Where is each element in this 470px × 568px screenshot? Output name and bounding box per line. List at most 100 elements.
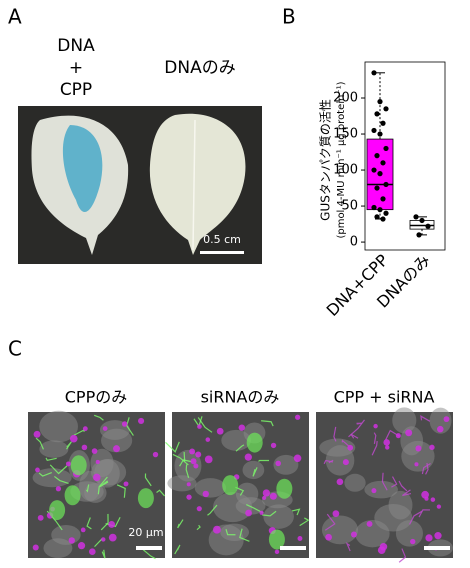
cell-outline xyxy=(328,459,334,464)
cell-outline xyxy=(165,441,180,453)
chloroplast xyxy=(385,445,390,450)
treatment-label: CPP xyxy=(60,80,92,100)
cell-outline xyxy=(97,476,108,495)
chloroplast xyxy=(186,494,192,500)
treatment-label: DNA xyxy=(57,36,95,56)
cell xyxy=(39,410,79,443)
scale-bar xyxy=(424,546,450,550)
cell xyxy=(344,473,366,492)
chloroplast xyxy=(336,478,344,486)
y-tick-label: 50 xyxy=(341,199,358,214)
panel-title: siRNAのみ xyxy=(201,388,280,407)
chloroplast xyxy=(275,460,281,467)
cell-outline xyxy=(418,509,431,518)
gfp-cell xyxy=(70,455,87,476)
y-tick-label: 200 xyxy=(333,91,358,106)
cell xyxy=(364,480,398,499)
panel-label: A xyxy=(8,5,22,29)
cell xyxy=(263,504,294,529)
chloroplast xyxy=(189,448,196,455)
cell-outline xyxy=(239,528,250,542)
point xyxy=(383,181,389,188)
cell-outline xyxy=(425,462,429,475)
point xyxy=(383,106,389,112)
point xyxy=(371,204,377,211)
point xyxy=(374,185,380,191)
chloroplast xyxy=(95,459,100,465)
point xyxy=(413,214,419,220)
point xyxy=(380,120,386,126)
cell-outline xyxy=(371,440,378,456)
point xyxy=(377,171,383,177)
chloroplast xyxy=(395,433,401,439)
cell xyxy=(212,492,253,523)
chloroplast xyxy=(262,489,271,497)
point xyxy=(383,210,389,216)
point xyxy=(419,217,425,224)
chloroplast xyxy=(81,444,88,451)
chloroplast xyxy=(35,467,40,473)
chloroplast xyxy=(102,426,108,431)
chloroplast xyxy=(269,492,277,500)
chloroplast xyxy=(69,434,78,443)
cell-outline xyxy=(207,504,218,516)
chloroplast xyxy=(33,430,41,438)
chloroplast xyxy=(379,542,388,551)
chloroplast xyxy=(371,488,377,494)
cell-outline xyxy=(93,414,104,421)
cell-outline xyxy=(398,480,408,492)
chloroplast xyxy=(366,521,373,527)
cell-outline xyxy=(225,528,236,536)
chloroplast xyxy=(82,426,88,432)
gfp-cell xyxy=(137,488,154,509)
point xyxy=(374,111,380,117)
cell-outline xyxy=(402,489,412,497)
cell-outline xyxy=(116,484,126,498)
cell-outline xyxy=(291,508,301,516)
cell-outline xyxy=(141,548,156,560)
box-plot: GUSタンパク質の活性 (pmol 4-MU min⁻¹ µg protein⁻… xyxy=(318,61,446,320)
chloroplast xyxy=(425,534,433,542)
treatment-label: + xyxy=(69,58,83,78)
chloroplast xyxy=(434,532,442,540)
chloroplast xyxy=(138,417,145,425)
chloroplast xyxy=(347,444,354,451)
chloroplast xyxy=(121,421,128,427)
chloroplast xyxy=(152,451,159,458)
chloroplast xyxy=(259,510,264,515)
point xyxy=(383,145,389,152)
chloroplast xyxy=(274,549,280,555)
chloroplast xyxy=(325,533,332,541)
cell-outline xyxy=(85,484,90,493)
cell-outline xyxy=(373,432,377,444)
chloroplast xyxy=(245,509,252,517)
cell-outline xyxy=(156,489,166,497)
cell-outline xyxy=(262,510,277,517)
cell xyxy=(355,520,390,548)
cell-outline xyxy=(49,464,68,475)
chloroplast xyxy=(415,445,422,452)
cell-outline xyxy=(398,548,407,563)
cell-outline xyxy=(172,453,189,466)
cell xyxy=(429,407,452,434)
chloroplast xyxy=(430,497,436,502)
gfp-cell xyxy=(276,478,293,499)
cell xyxy=(174,449,202,482)
point xyxy=(374,214,380,220)
cell-outline xyxy=(356,422,362,425)
leaf-photo: 0.5 cm xyxy=(18,106,262,264)
chloroplast xyxy=(108,521,116,528)
gfp-cell xyxy=(49,500,66,521)
chloroplast xyxy=(350,531,357,538)
cell xyxy=(325,445,355,476)
chloroplast xyxy=(93,473,101,482)
chloroplast xyxy=(421,490,429,499)
cell-outline xyxy=(179,459,192,467)
chloroplast xyxy=(65,461,71,467)
panel-title: CPP + siRNA xyxy=(334,388,435,407)
cell xyxy=(101,428,133,453)
x-tick-label: DNA+CPP xyxy=(323,250,393,320)
y-tick-label: 150 xyxy=(333,127,358,142)
scale-bar xyxy=(280,546,306,550)
